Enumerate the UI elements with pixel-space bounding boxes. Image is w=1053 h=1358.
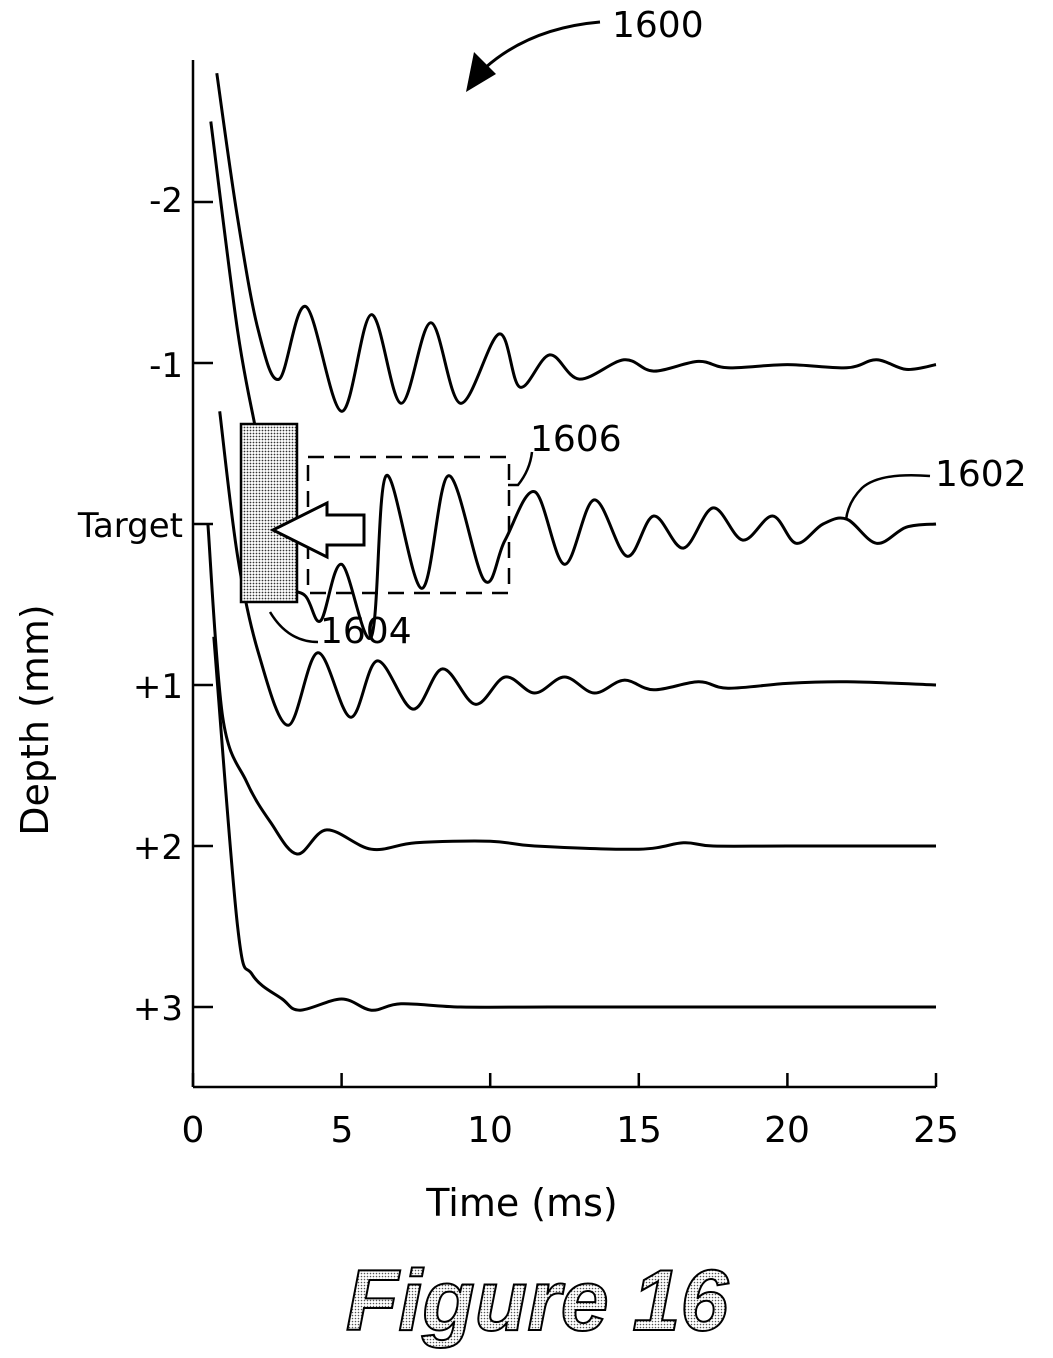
pointer-1600 <box>466 20 601 92</box>
leader-1606 <box>508 451 534 487</box>
y-tick-label: Target <box>77 506 183 546</box>
x-tick-label: 5 <box>331 1110 354 1151</box>
figure-label: Figure 16 <box>346 1253 730 1349</box>
series-line-1 <box>215 72 937 413</box>
x-tick-label: 25 <box>913 1110 959 1151</box>
series-line-4 <box>206 523 936 856</box>
pointer-1600-curve <box>484 20 601 70</box>
x-tick-label: 10 <box>467 1110 513 1151</box>
pointer-1600-head <box>466 52 496 92</box>
series-line-3 <box>218 411 937 727</box>
axis-ticks <box>191 200 938 1087</box>
leader-1604 <box>268 611 319 644</box>
y-tick-label: -1 <box>149 346 183 386</box>
x-tick-label: 0 <box>182 1110 205 1151</box>
annotation-1604: 1604 <box>320 611 412 652</box>
annotation-1600: 1600 <box>612 5 704 46</box>
annotation-1602: 1602 <box>935 454 1027 495</box>
leader-1602 <box>844 473 931 521</box>
y-tick-label: -2 <box>149 181 183 221</box>
x-axis-label: Time (ms) <box>425 1181 618 1225</box>
axes <box>191 60 936 1089</box>
series-line-5 <box>212 636 936 1012</box>
annotation-1606: 1606 <box>530 419 622 460</box>
shaded-region-1604 <box>239 422 299 604</box>
y-tick-labels: -2 -1 Target +1 +2 +3 <box>77 181 183 1029</box>
y-tick-label: +3 <box>133 989 183 1029</box>
y-tick-label: +2 <box>133 828 183 868</box>
x-tick-label: 15 <box>616 1110 662 1151</box>
y-axis-label: Depth (mm) <box>13 604 57 836</box>
x-tick-labels: 0 5 10 15 20 25 <box>182 1110 959 1151</box>
hollow-arrow <box>269 500 366 560</box>
series-line-2 <box>209 121 937 640</box>
y-tick-label: +1 <box>133 667 183 707</box>
x-tick-label: 20 <box>764 1110 810 1151</box>
series-group <box>206 72 937 1012</box>
